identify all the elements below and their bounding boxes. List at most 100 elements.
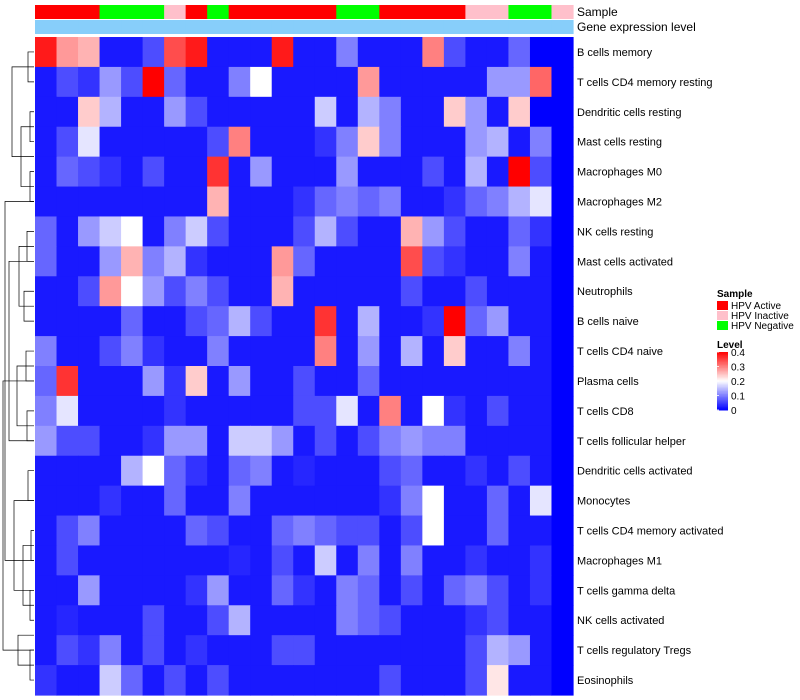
heatmap-cell: [400, 455, 423, 487]
heatmap-cell: [336, 395, 359, 427]
heatmap-cell: [508, 156, 531, 188]
heatmap-cell: [293, 306, 316, 337]
heatmap-cell: [142, 425, 165, 457]
heatmap-cell: [551, 366, 574, 397]
heatmap-cell: [486, 395, 510, 427]
heatmap-cell: [465, 635, 488, 666]
heatmap-cell: [529, 156, 553, 188]
heatmap-cell: [56, 515, 79, 547]
level-colorbar-segment: [717, 366, 728, 369]
heatmap-cell: [400, 37, 423, 68]
heatmap-cell: [142, 515, 165, 547]
heatmap-cell: [121, 515, 144, 547]
sample-legend-swatch: [717, 301, 728, 310]
gene-expression-annotation-cell: [207, 20, 230, 34]
heatmap-cell: [35, 96, 58, 128]
heatmap-cell: [56, 246, 79, 277]
heatmap-cell: [142, 96, 165, 128]
heatmap-cell: [314, 156, 337, 188]
heatmap-cell: [207, 246, 230, 277]
level-colorbar-segment: [717, 360, 728, 363]
heatmap-cell: [164, 246, 187, 277]
heatmap-cell: [551, 665, 574, 696]
level-colorbar-segment: [717, 365, 728, 367]
heatmap-cell: [379, 575, 402, 606]
heatmap-cell: [551, 66, 574, 98]
heatmap-cell: [293, 425, 316, 457]
heatmap-cell: [35, 485, 58, 517]
heatmap-cell: [336, 126, 359, 158]
heatmap-cell: [443, 485, 466, 517]
heatmap-cell: [164, 276, 187, 307]
heatmap-cell: [508, 395, 531, 427]
heatmap-cell: [465, 186, 488, 218]
heatmap-cell: [164, 126, 187, 158]
heatmap-cell: [56, 66, 79, 98]
heatmap-cell: [357, 306, 380, 337]
heatmap-cell: [443, 455, 466, 487]
sample-legend-title: Sample: [717, 289, 753, 300]
heatmap-cell: [529, 126, 553, 158]
heatmap-cell: [228, 395, 251, 427]
heatmap-cell: [293, 96, 316, 128]
heatmap-cell: [293, 545, 316, 576]
heatmap-cell: [551, 635, 574, 666]
level-colorbar-segment: [717, 353, 728, 356]
heatmap-cell: [78, 515, 101, 547]
heatmap-cell: [508, 455, 531, 487]
heatmap-cell: [142, 216, 165, 247]
level-colorbar-segment: [717, 369, 728, 372]
heatmap-cell: [250, 336, 273, 367]
heatmap-cell: [422, 96, 445, 128]
heatmap-cell: [508, 425, 531, 457]
heatmap-cell: [293, 246, 316, 277]
heatmap-cell: [99, 455, 122, 487]
heatmap-cell: [486, 425, 510, 457]
heatmap-cell: [314, 37, 337, 68]
heatmap-cell: [443, 425, 466, 457]
heatmap-cell: [357, 366, 380, 397]
heatmap-cell: [250, 575, 273, 606]
heatmap-cell: [271, 545, 294, 576]
gene-expression-annotation-cell: [551, 20, 574, 34]
heatmap-cell: [465, 126, 488, 158]
heatmap-cell: [465, 425, 488, 457]
heatmap-cell: [422, 455, 445, 487]
row-labels: B cells memory T cells CD4 memory resting…: [577, 47, 724, 687]
level-colorbar-segment: [717, 404, 728, 407]
heatmap-cell: [529, 66, 553, 98]
heatmap-cell: [56, 425, 79, 457]
level-colorbar-segment: [717, 354, 728, 357]
heatmap-cell: [250, 485, 273, 517]
heatmap-cell: [99, 635, 122, 666]
heatmap-cell: [400, 545, 423, 576]
heatmap-cell: [207, 635, 230, 666]
heatmap-cell: [422, 336, 445, 367]
row-label: Dendritic cells activated: [577, 466, 693, 478]
heatmap-cell: [142, 156, 165, 188]
heatmap-cell: [56, 336, 79, 367]
heatmap-cell: [271, 246, 294, 277]
heatmap-cell: [35, 395, 58, 427]
heatmap-cell: [508, 37, 531, 68]
heatmap-cell: [465, 276, 488, 307]
gene-expression-annotation-cell: [422, 20, 445, 34]
heatmap-cell: [228, 186, 251, 218]
row-label: Macrophages M0: [577, 167, 662, 179]
heatmap-cell: [508, 96, 531, 128]
heatmap-cell: [271, 485, 294, 517]
heatmap-cell: [551, 276, 574, 307]
heatmap-cell: [336, 455, 359, 487]
heatmap-cell: [35, 605, 58, 636]
sample-annotation-cell: [185, 5, 208, 19]
heatmap-cell: [185, 96, 208, 128]
heatmap-cell: [185, 425, 208, 457]
heatmap-cell: [443, 515, 466, 547]
heatmap-cell: [486, 455, 510, 487]
heatmap-cell: [508, 575, 531, 606]
gene-expression-annotation-cell: [314, 20, 337, 34]
heatmap-cell: [486, 66, 510, 98]
heatmap-cell: [142, 366, 165, 397]
heatmap-cell: [78, 635, 101, 666]
